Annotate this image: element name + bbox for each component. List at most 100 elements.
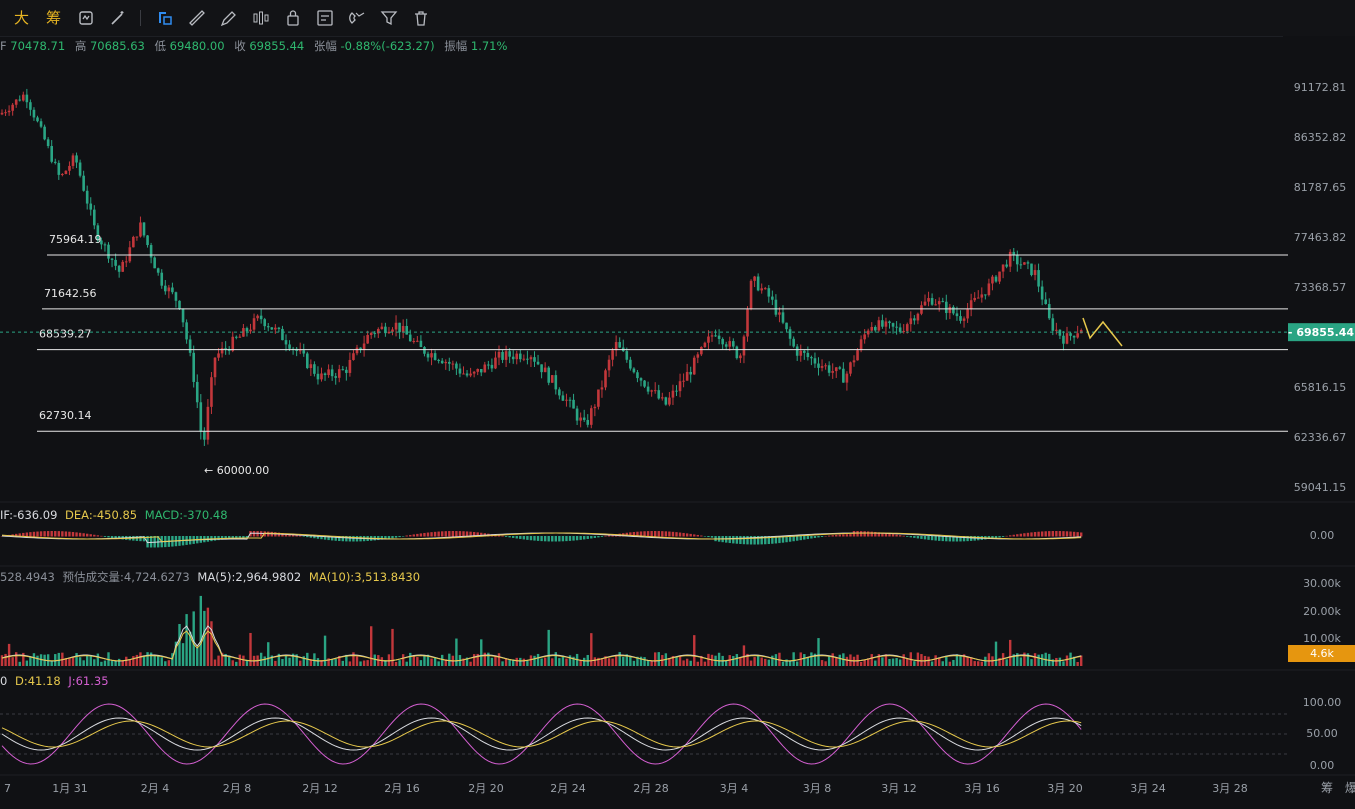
candle-body	[984, 294, 987, 296]
magnet-icon[interactable]	[347, 8, 367, 28]
select-icon[interactable]	[155, 8, 175, 28]
volume-bar	[689, 660, 692, 666]
chip-toggle-label: 筹	[1321, 781, 1333, 795]
candle-body	[256, 315, 259, 319]
volume-bar	[891, 658, 895, 666]
ma5-label: MA(5):	[197, 570, 236, 584]
change-label: 张幅	[313, 39, 337, 53]
volume-bar	[824, 661, 827, 666]
candle-body	[217, 353, 220, 358]
candle-body	[416, 340, 419, 342]
candle-body	[998, 271, 1001, 282]
macd-bar	[622, 533, 625, 537]
macd-bar	[646, 531, 650, 537]
volume-bar	[192, 611, 195, 666]
candle-body	[643, 380, 646, 387]
volume-bar	[320, 660, 323, 666]
ruler-icon[interactable]	[187, 8, 207, 28]
volume-bar	[472, 654, 476, 666]
macd-bar	[874, 531, 877, 537]
candle-body	[742, 336, 746, 356]
volume-bar	[114, 660, 117, 666]
volume-bar	[888, 658, 891, 666]
macd-bar	[188, 536, 192, 545]
volume-bar	[508, 659, 511, 666]
macd-bar	[125, 536, 128, 540]
volume-bar	[749, 660, 753, 666]
volume-bar	[796, 661, 799, 666]
sync-icon[interactable]	[76, 8, 96, 28]
volume-bar	[941, 661, 944, 666]
volume-bar	[370, 626, 373, 666]
volume-bar	[401, 654, 405, 666]
macd-bar	[682, 532, 685, 537]
volume-bar	[827, 656, 831, 666]
note-icon[interactable]	[315, 8, 335, 28]
macd-bar	[678, 532, 682, 537]
candle-body	[238, 336, 242, 338]
candle-body	[18, 99, 22, 101]
macd-bar	[0, 536, 4, 537]
volume-legend: 528.4943 预估成交量:4,724.6273 MA(5):2,964.98…	[0, 569, 420, 585]
volume-bar	[157, 655, 160, 666]
lock-icon[interactable]	[283, 8, 303, 28]
macd-bar	[859, 531, 863, 537]
volume-bar	[927, 656, 930, 666]
candle-body	[717, 335, 721, 339]
candles-icon[interactable]	[251, 8, 271, 28]
candle-body	[586, 419, 590, 425]
chip-distribution-button[interactable]: 筹	[46, 9, 62, 27]
candle-body	[494, 357, 497, 369]
volume-bar	[955, 654, 959, 666]
volume-bar	[735, 654, 739, 666]
macd-bar	[884, 533, 888, 537]
macd-axis-label: 0.00	[1310, 529, 1335, 542]
volume-bar	[728, 655, 731, 666]
macd-bar	[217, 536, 220, 541]
magic-icon[interactable]	[108, 8, 128, 28]
volume-bar	[36, 655, 39, 666]
volume-bar	[1030, 659, 1033, 666]
candle-body	[188, 339, 192, 353]
candle-body	[401, 325, 405, 333]
macd-bar	[39, 531, 43, 537]
big-order-button[interactable]: 大	[14, 9, 30, 27]
volume-bar	[966, 657, 969, 666]
macd-bar	[1048, 531, 1051, 537]
volume-bar	[313, 653, 316, 666]
candle-body	[976, 297, 980, 299]
macd-bar	[121, 536, 124, 540]
candle-body	[700, 346, 703, 355]
volume-bar	[78, 657, 82, 666]
volume-bar	[334, 659, 337, 666]
candle-body	[753, 276, 756, 281]
volume-bar	[806, 657, 810, 666]
macd-bar	[171, 536, 174, 547]
trash-icon[interactable]	[411, 8, 431, 28]
volume-bar	[164, 661, 167, 666]
candle-body	[838, 367, 842, 369]
candle-body	[359, 347, 362, 351]
volume-bar	[54, 654, 57, 666]
candle-body	[1058, 329, 1062, 336]
candle-body	[295, 348, 298, 352]
volume-bar	[299, 660, 302, 666]
volume-bar	[29, 656, 32, 666]
macd-bar	[810, 536, 813, 539]
macd-bar	[536, 536, 540, 541]
candle-body	[281, 328, 284, 341]
volume-bar	[178, 624, 181, 666]
pen-icon[interactable]	[219, 8, 239, 28]
macd-bar	[423, 532, 426, 537]
macd-bar	[902, 535, 905, 537]
time-axis-label: 1月 31	[52, 782, 88, 795]
macd-bar	[725, 536, 728, 543]
candle-body	[831, 371, 834, 373]
filter-icon[interactable]	[379, 8, 399, 28]
macd-bar	[632, 531, 636, 537]
candle-body	[298, 350, 302, 352]
volume-bar	[614, 656, 618, 666]
candle-body	[25, 94, 29, 103]
macd-bar	[597, 536, 600, 538]
